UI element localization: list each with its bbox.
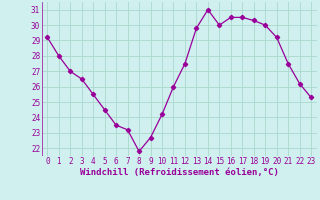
X-axis label: Windchill (Refroidissement éolien,°C): Windchill (Refroidissement éolien,°C) bbox=[80, 168, 279, 177]
